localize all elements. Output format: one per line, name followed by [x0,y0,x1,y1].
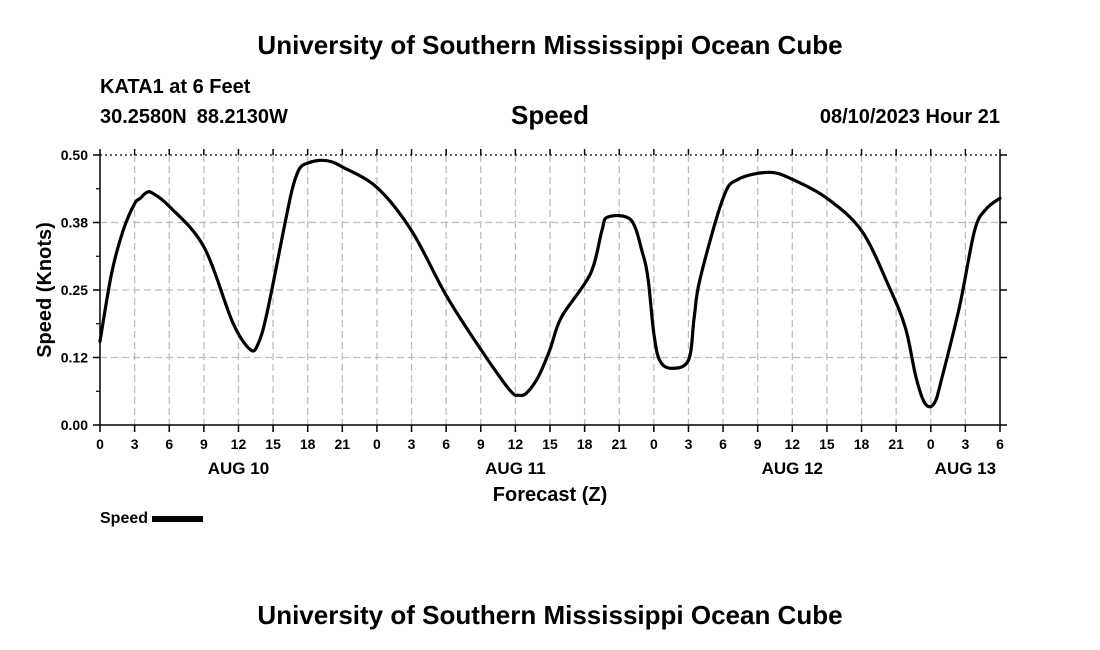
x-tick-label: 9 [477,436,485,452]
latitude: 30.2580N [100,106,187,128]
chart-title: Speed [510,100,590,130]
legend-swatch [152,516,204,522]
x-date-label: AUG 12 [762,459,823,478]
x-tick-label: 6 [165,436,173,452]
chart-grid [100,154,1000,425]
x-tick-label: 15 [265,436,281,452]
chart-ticks: 0.00 0.12 0.25 0.38 0.50 0 3 6 9 12 15 18 21 0 3 6 9 12 15… [61,147,1007,478]
x-axis-label: Forecast (Z) [493,484,607,506]
x-tick-label: 18 [854,436,870,452]
y-tick-label: 0.12 [61,350,88,366]
longitude: 88.2130W [196,106,288,128]
x-tick-label: 3 [961,436,969,452]
x-tick-label: 18 [577,436,593,452]
y-tick-label: 0.50 [61,147,88,163]
x-date-label: AUG 10 [208,459,269,478]
station-name: KATA1 at 6 Feet [100,76,251,98]
y-tick-label: 0.00 [61,417,88,433]
x-tick-label: 21 [888,436,904,452]
x-tick-label: 21 [335,436,351,452]
x-tick-label: 15 [542,436,558,452]
x-tick-label: 9 [754,436,762,452]
chart-legend: Speed [100,510,204,528]
chart-series [98,158,1002,409]
x-tick-label: 18 [300,436,316,452]
x-tick-label: 0 [96,436,104,452]
station-coordinates: 30.2580N 88.2130W [100,106,298,129]
legend-label: Speed [100,510,149,527]
x-tick-label: 0 [927,436,935,452]
x-tick-label: 12 [785,436,801,452]
x-tick-label: 6 [442,436,450,452]
x-tick-label: 12 [231,436,247,452]
y-axis-label: Speed (Knots) [34,222,56,358]
page-title: University of Southern Mississippi Ocean… [257,30,843,60]
x-tick-label: 6 [719,436,727,452]
x-date-label: AUG 13 [935,459,996,478]
x-tick-label: 12 [508,436,524,452]
x-tick-label: 3 [131,436,139,452]
x-tick-label: 0 [373,436,381,452]
x-tick-label: 15 [819,436,835,452]
footer-title: University of Southern Mississippi Ocean… [257,600,843,630]
x-tick-label: 3 [408,436,416,452]
x-tick-label: 9 [200,436,208,452]
series-line-speed [98,158,1002,409]
x-tick-label: 21 [611,436,627,452]
x-tick-label: 6 [996,436,1004,452]
y-tick-label: 0.38 [61,215,88,231]
forecast-datetime: 08/10/2023 Hour 21 [819,106,1000,128]
y-tick-label: 0.25 [61,282,88,298]
x-tick-label: 3 [685,436,693,452]
x-date-label: AUG 11 [485,459,545,478]
x-tick-label: 0 [650,436,658,452]
